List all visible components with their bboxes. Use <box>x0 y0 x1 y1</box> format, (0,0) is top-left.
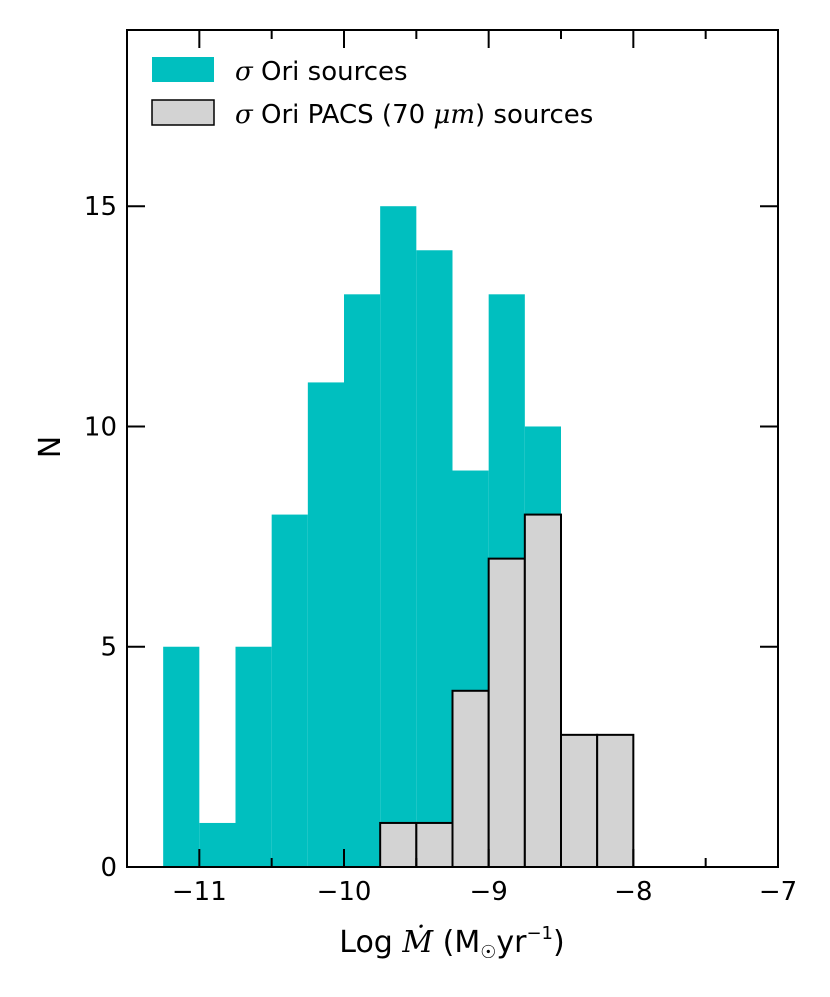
x-tick-label: −10 <box>317 877 372 907</box>
y-tick-label: 0 <box>100 853 117 883</box>
legend: σ Ori sources σ Ori PACS (70 μm) sources <box>151 57 593 130</box>
bar-sigma-ori-2 <box>235 646 272 867</box>
bars-layer <box>163 206 635 869</box>
y-tick-label: 10 <box>84 412 117 442</box>
bar-pacs-1 <box>415 821 454 869</box>
legend-swatch-sigma-ori <box>152 57 214 82</box>
bar-pacs-2 <box>451 689 490 869</box>
bar-pacs-3 <box>487 557 526 868</box>
plot-frame <box>126 29 779 868</box>
tick-labels-layer: −11 −10 −9 −8 −7 0 5 10 15 <box>84 192 797 907</box>
legend-swatch-pacs <box>151 99 215 126</box>
bar-sigma-ori-1 <box>199 822 236 867</box>
bar-pacs-0 <box>379 821 418 869</box>
bar-sigma-ori-6 <box>380 206 417 868</box>
bar-sigma-ori-4 <box>307 382 344 867</box>
bar-pacs-6 <box>596 733 635 868</box>
y-tick-label: 5 <box>100 633 117 663</box>
bar-sigma-ori-7 <box>416 250 453 867</box>
x-tick-label: −8 <box>614 877 652 907</box>
y-axis-label: N <box>33 436 68 458</box>
y-tick-label: 15 <box>84 192 117 222</box>
x-tick-label: −9 <box>470 877 508 907</box>
bar-pacs-4 <box>523 513 562 868</box>
legend-label-pacs: σ Ori PACS (70 μm) sources <box>235 100 593 130</box>
legend-label-sigma-ori: σ Ori sources <box>235 57 408 87</box>
bar-pacs-5 <box>560 733 599 868</box>
x-tick-label: −7 <box>759 877 797 907</box>
bar-sigma-ori-5 <box>344 294 381 867</box>
x-axis-label: Log Ṁ (M☉yr−1) <box>339 923 564 963</box>
bar-sigma-ori-0 <box>163 646 200 867</box>
bar-sigma-ori-3 <box>271 514 308 867</box>
x-tick-label: −11 <box>172 877 227 907</box>
